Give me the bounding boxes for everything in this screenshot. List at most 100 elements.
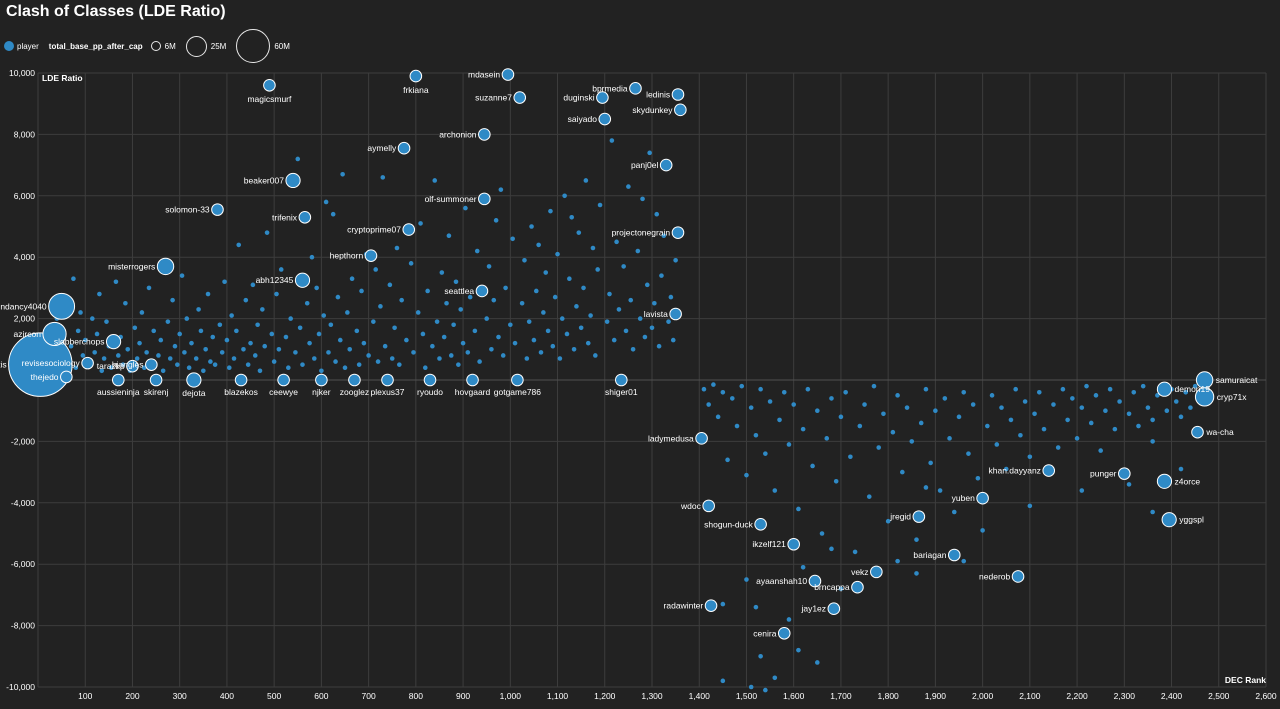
data-point[interactable] bbox=[359, 288, 364, 294]
labeled-data-point[interactable] bbox=[263, 78, 276, 92]
data-point[interactable] bbox=[271, 359, 277, 364]
data-point[interactable] bbox=[1126, 482, 1132, 487]
labeled-data-point[interactable] bbox=[511, 373, 524, 387]
labeled-data-point[interactable] bbox=[501, 68, 515, 81]
labeled-data-point[interactable] bbox=[294, 272, 311, 288]
data-point[interactable] bbox=[590, 245, 596, 251]
data-point[interactable] bbox=[758, 654, 763, 659]
labeled-data-point[interactable] bbox=[787, 537, 800, 551]
data-point[interactable] bbox=[895, 393, 900, 398]
data-point[interactable] bbox=[212, 362, 218, 367]
data-point[interactable] bbox=[172, 343, 178, 349]
data-point[interactable] bbox=[134, 356, 140, 361]
data-point[interactable] bbox=[94, 331, 100, 337]
labeled-data-point[interactable] bbox=[149, 373, 163, 387]
data-point[interactable] bbox=[366, 353, 371, 358]
data-point[interactable] bbox=[666, 319, 671, 324]
data-point[interactable] bbox=[441, 334, 447, 340]
data-point[interactable] bbox=[649, 325, 655, 331]
labeled-data-point[interactable] bbox=[478, 128, 491, 141]
data-point[interactable] bbox=[378, 304, 383, 309]
data-point[interactable] bbox=[557, 356, 563, 361]
data-point[interactable] bbox=[670, 337, 676, 343]
data-point[interactable] bbox=[115, 353, 121, 358]
data-point[interactable] bbox=[914, 571, 919, 576]
data-point[interactable] bbox=[347, 347, 353, 352]
labeled-data-point[interactable] bbox=[976, 491, 989, 505]
data-point[interactable] bbox=[744, 472, 749, 478]
data-point[interactable] bbox=[167, 356, 173, 361]
data-point[interactable] bbox=[951, 509, 957, 515]
data-point[interactable] bbox=[312, 356, 317, 361]
data-point[interactable] bbox=[961, 558, 967, 564]
data-point[interactable] bbox=[966, 451, 971, 456]
labeled-data-point[interactable] bbox=[702, 499, 715, 513]
labeled-data-point[interactable] bbox=[870, 565, 883, 579]
data-point[interactable] bbox=[82, 337, 88, 343]
data-point[interactable] bbox=[1103, 408, 1108, 414]
labeled-data-point[interactable] bbox=[42, 321, 67, 347]
data-point[interactable] bbox=[711, 382, 716, 387]
labeled-data-point[interactable] bbox=[348, 373, 361, 387]
data-point[interactable] bbox=[914, 537, 919, 542]
data-point[interactable] bbox=[1192, 383, 1198, 389]
data-point[interactable] bbox=[101, 356, 107, 361]
labeled-data-point[interactable] bbox=[475, 284, 489, 298]
data-point[interactable] bbox=[125, 347, 131, 352]
data-point[interactable] bbox=[734, 423, 740, 429]
data-point[interactable] bbox=[340, 172, 345, 177]
data-point[interactable] bbox=[420, 331, 426, 337]
data-point[interactable] bbox=[1112, 426, 1118, 432]
data-point[interactable] bbox=[536, 242, 541, 248]
labeled-data-point[interactable] bbox=[48, 292, 76, 320]
data-point[interactable] bbox=[189, 340, 194, 346]
data-point[interactable] bbox=[489, 347, 494, 352]
data-point[interactable] bbox=[1008, 417, 1014, 423]
data-point[interactable] bbox=[1051, 402, 1056, 407]
data-point[interactable] bbox=[748, 405, 754, 410]
data-point[interactable] bbox=[947, 436, 952, 441]
data-point[interactable] bbox=[862, 402, 867, 407]
data-point[interactable] bbox=[472, 328, 478, 334]
data-point[interactable] bbox=[578, 325, 584, 331]
labeled-data-point[interactable] bbox=[156, 257, 175, 276]
data-point[interactable] bbox=[642, 334, 648, 340]
data-point[interactable] bbox=[179, 273, 185, 278]
data-point[interactable] bbox=[597, 202, 603, 208]
labeled-data-point[interactable] bbox=[669, 307, 682, 321]
data-point[interactable] bbox=[182, 350, 187, 355]
data-point[interactable] bbox=[928, 460, 933, 466]
data-point[interactable] bbox=[1074, 436, 1080, 441]
data-point[interactable] bbox=[321, 313, 327, 318]
data-point[interactable] bbox=[569, 214, 575, 220]
data-point[interactable] bbox=[857, 423, 863, 429]
data-point[interactable] bbox=[626, 184, 631, 189]
data-point[interactable] bbox=[805, 386, 811, 392]
data-point[interactable] bbox=[1079, 488, 1085, 493]
data-point[interactable] bbox=[576, 230, 582, 235]
data-point[interactable] bbox=[614, 239, 619, 245]
data-point[interactable] bbox=[810, 463, 815, 469]
data-point[interactable] bbox=[1079, 405, 1085, 410]
data-point[interactable] bbox=[297, 325, 303, 331]
data-point[interactable] bbox=[1136, 423, 1141, 429]
data-point[interactable] bbox=[621, 264, 626, 269]
data-point[interactable] bbox=[656, 343, 662, 349]
data-point[interactable] bbox=[269, 331, 275, 337]
data-point[interactable] bbox=[193, 356, 199, 361]
data-point[interactable] bbox=[1140, 383, 1146, 389]
data-point[interactable] bbox=[1065, 417, 1070, 423]
labeled-data-point[interactable] bbox=[277, 373, 290, 387]
data-point[interactable] bbox=[772, 488, 778, 493]
data-point[interactable] bbox=[1055, 445, 1061, 450]
labeled-data-point[interactable] bbox=[827, 602, 841, 616]
data-point[interactable] bbox=[796, 506, 801, 512]
data-point[interactable] bbox=[210, 334, 216, 340]
data-point[interactable] bbox=[1117, 399, 1122, 404]
data-point[interactable] bbox=[408, 261, 414, 266]
data-point[interactable] bbox=[456, 362, 461, 367]
data-point[interactable] bbox=[201, 368, 206, 374]
data-point[interactable] bbox=[323, 199, 329, 205]
data-point[interactable] bbox=[316, 331, 322, 337]
data-point[interactable] bbox=[229, 313, 234, 318]
